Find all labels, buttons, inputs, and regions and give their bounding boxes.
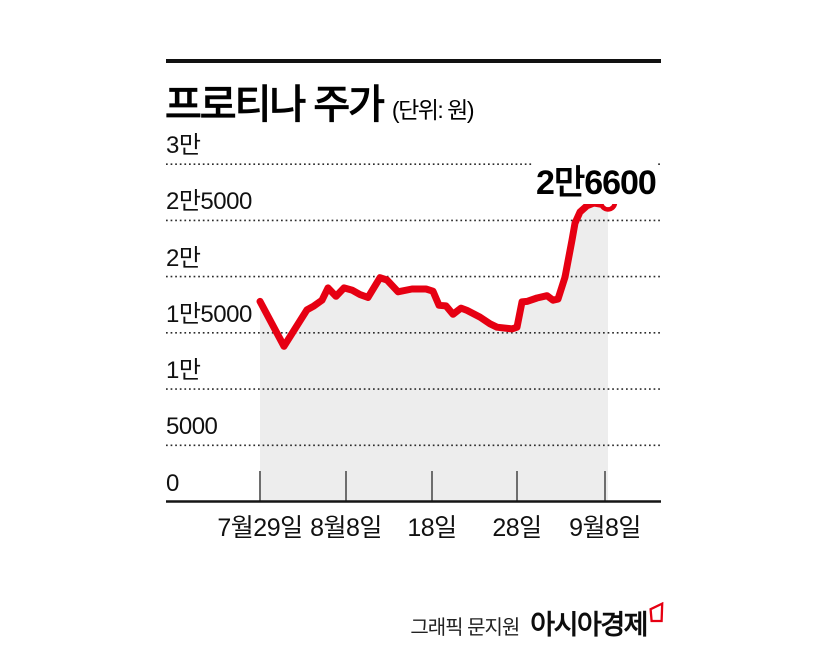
y-axis-label: 0: [166, 469, 179, 497]
x-axis-label: 18일: [407, 514, 457, 542]
area-fill: [260, 202, 608, 502]
y-axis-label: 5000: [166, 413, 218, 441]
brand-wordmark: 아시아경제: [530, 610, 648, 640]
unit-label: (단위: 원): [391, 97, 475, 123]
brand-flag-icon: [649, 602, 664, 623]
top-rule: [166, 59, 661, 63]
x-axis-label: 7월29일: [217, 514, 303, 542]
credit-text: 그래픽 문지원: [410, 617, 520, 639]
chart-title: 프로티나 주가: [165, 83, 385, 127]
price-line: [256, 198, 612, 350]
x-axis-label: 8월8일: [310, 514, 382, 542]
y-axis-label: 2만5000: [166, 188, 252, 216]
last-price-annotation: 2만6600: [534, 155, 658, 204]
x-axis-ticks: [259, 471, 606, 502]
x-axis-label: 28일: [492, 514, 542, 542]
y-axis-label: 1만5000: [166, 300, 252, 328]
y-axis-label: 2만: [166, 244, 201, 272]
x-axis-label: 9월8일: [569, 514, 641, 542]
title-row: 프로티나 주가 (단위: 원): [165, 72, 475, 130]
credits: 그래픽 문지원 아시아경제: [0, 602, 664, 642]
y-axis-label: 3만: [166, 132, 201, 160]
y-axis-label: 1만: [166, 357, 201, 385]
